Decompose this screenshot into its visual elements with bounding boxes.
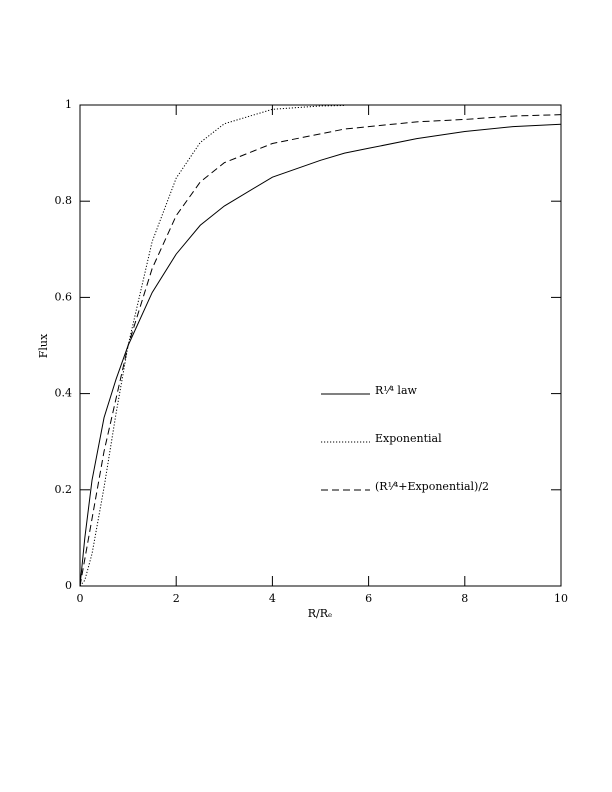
y-axis-label: Flux [37, 333, 50, 358]
plot-frame [79, 104, 562, 587]
x-tick-label: 8 [461, 592, 468, 605]
y-tick-label: 0.6 [55, 290, 73, 303]
line-series [79, 123, 562, 587]
legend-label: R¹⁄⁴ law [375, 384, 418, 397]
y-tick-label: 0.8 [55, 194, 73, 207]
x-tick-label: 2 [173, 592, 180, 605]
x-tick-label: 0 [77, 592, 84, 605]
line-series [79, 104, 345, 587]
x-axis-label: R/Rₑ [308, 607, 333, 620]
y-tick-label: 0.2 [55, 483, 73, 496]
y-tick-label: 1 [65, 98, 72, 111]
x-tick-label: 6 [365, 592, 372, 605]
line-series [79, 114, 562, 587]
x-tick-label: 10 [554, 592, 568, 605]
x-tick-label: 4 [269, 592, 276, 605]
legend-label: Exponential [375, 432, 442, 445]
y-tick-label: 0.4 [55, 387, 73, 400]
y-tick-label: 0 [65, 579, 72, 592]
legend-label: (R¹⁄⁴+Exponential)/2 [375, 480, 489, 493]
